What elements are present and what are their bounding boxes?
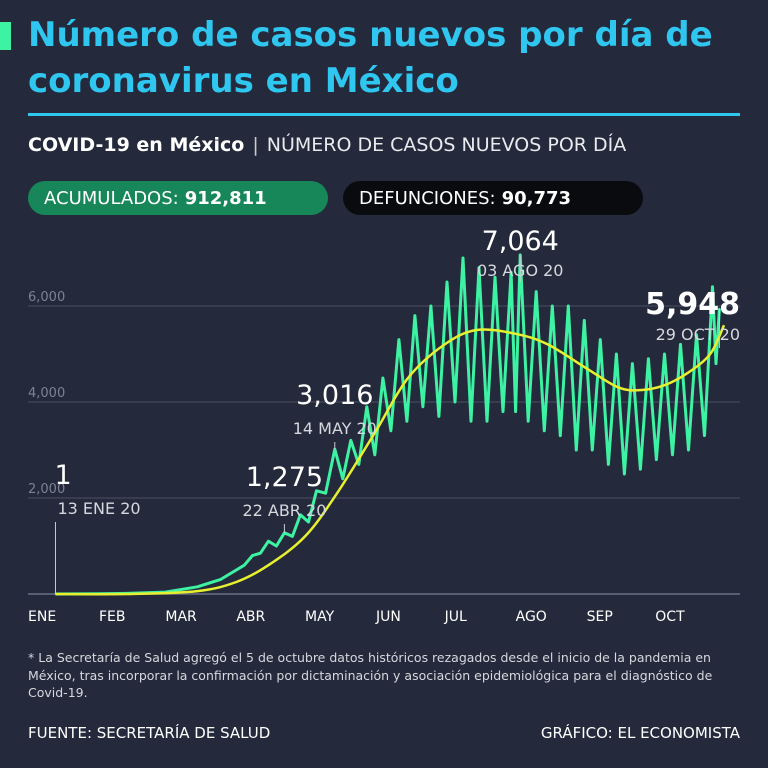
daily-point [647,358,650,360]
daily-point [510,271,512,274]
daily-point [267,540,270,542]
subtitle-bold: COVID-19 en México [28,134,245,156]
x-tick-label: FEB [99,609,126,625]
annotation-date: 22 ABR 20 [242,501,326,520]
y-tick-label: 2,000 [28,482,65,497]
source-credit: FUENTE: SECRETARÍA DE SALUD [28,724,271,742]
daily-point [695,334,698,336]
x-tick-label: SEP [587,609,613,625]
x-tick-label: JUN [375,609,401,625]
subtitle-separator: | [252,134,259,156]
x-tick-label: MAR [165,609,197,625]
subtitle-light: NÚMERO DE CASOS NUEVOS POR DÍA [266,134,627,156]
daily-point [196,586,199,588]
daily-point [219,578,222,581]
chart-subtitle: COVID-19 en México | NÚMERO DE CASOS NUEVO… [28,134,626,156]
annotation-date: 14 MAY 20 [293,419,377,438]
daily-point [366,406,368,408]
daily-point [478,266,480,269]
daily-point [446,281,448,283]
annotation-date: 13 ENE 20 [57,499,140,518]
daily-point [398,338,400,341]
daily-point [462,257,464,259]
accumulated-badge: ACUMULADOS: 912,811 [28,181,328,215]
daily-point [350,439,352,442]
daily-point [631,362,634,365]
daily-point [663,353,666,355]
title-divider [28,113,740,116]
x-tick-label: MAY [305,609,335,625]
x-tick-label: JUL [444,609,467,625]
graphic-credit: GRÁFICO: EL ECONOMISTA [540,724,740,742]
deaths-badge: DEFUNCIONES: 90,773 [343,181,643,215]
accumulated-label: ACUMULADOS: [44,187,179,209]
annotation-value: 1,275 [246,462,323,493]
deaths-value: 90,773 [501,187,572,209]
daily-point [711,286,714,288]
cases-chart: 2,0004,0006,0008,000ENEFEBMARABRMAYJUNJU… [28,226,740,625]
daily-point [551,305,554,307]
daily-point [430,305,432,307]
daily-point [251,554,254,557]
daily-point [535,290,538,293]
daily-point [567,305,570,307]
page-title: Número de casos nuevos por día de corona… [28,15,713,101]
daily-point [315,490,318,492]
daily-point [679,343,682,346]
accumulated-value: 912,811 [184,187,267,209]
trend-line [55,324,726,596]
daily-point [583,319,586,322]
x-tick-label: ENE [28,609,56,625]
x-tick-label: AGO [516,609,547,625]
daily-point [235,569,238,571]
y-tick-label: 6,000 [28,290,65,305]
title-accent-bar [0,22,11,50]
daily-point [414,314,416,317]
annotation-value: 3,016 [296,380,373,411]
x-tick-label: OCT [655,609,685,625]
daily-point [299,514,302,516]
chart-footnote: * La Secretaría de Salud agregó el 5 de … [28,650,713,700]
daily-point [494,276,496,278]
annotation-date: 29 OCT 20 [656,325,740,344]
daily-point [382,377,384,379]
deaths-label: DEFUNCIONES: [359,187,496,209]
annotation-value: 1 [54,460,71,491]
y-tick-label: 4,000 [28,386,65,401]
daily-point [599,338,602,341]
x-tick-label: ABR [236,609,265,625]
daily-point [615,353,618,355]
annotation-value: 7,064 [482,226,559,257]
annotation-value: 5,948 [645,287,740,322]
